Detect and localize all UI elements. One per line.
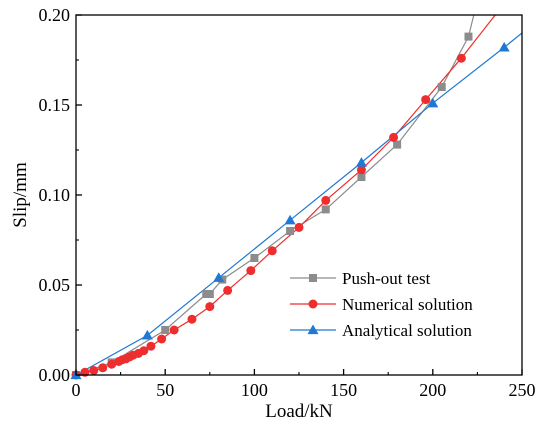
data-point-circle [246, 266, 256, 276]
data-point-circle [89, 366, 99, 375]
data-point-circle [98, 363, 108, 373]
data-point-circle [157, 334, 167, 344]
x-tick-label: 150 [330, 380, 357, 400]
data-point-circle [169, 325, 179, 335]
data-point-square [393, 140, 402, 149]
y-tick-label: 0.15 [39, 95, 71, 115]
legend-marker-triangle [307, 324, 319, 335]
legend-label: Numerical solution [342, 295, 473, 314]
data-point-triangle [355, 157, 367, 167]
data-point-circle [267, 246, 277, 256]
x-tick-label: 50 [156, 380, 174, 400]
legend-item: Push-out test [290, 269, 431, 288]
data-point-circle [139, 346, 149, 356]
series-line-2 [76, 32, 522, 375]
y-tick-label: 0.20 [39, 5, 71, 25]
data-point-circle [421, 95, 431, 105]
legend-label: Push-out test [342, 269, 431, 288]
data-point-square [161, 326, 170, 334]
data-point-circle [294, 222, 304, 232]
data-point-circle [389, 132, 399, 142]
data-point-circle [356, 165, 366, 175]
legend: Push-out test Numerical solution Analytica… [290, 269, 473, 340]
data-point-triangle [141, 329, 153, 340]
x-tick-label: 250 [509, 380, 536, 400]
data-point-circle [223, 285, 233, 295]
y-tick-label: 0.00 [39, 365, 71, 385]
series-markers [70, 32, 510, 380]
legend-item: Analytical solution [290, 321, 472, 340]
axis-ticks: 0 50 100 150 200 250 0.00 0.05 0.10 0.15 0.20 [39, 5, 536, 400]
data-point-triangle [213, 272, 225, 282]
y-axis-title: Slip/mm [10, 162, 31, 228]
data-point-circle [456, 53, 466, 63]
data-point-circle [187, 314, 197, 324]
data-point-square [321, 205, 330, 214]
data-point-square [357, 173, 366, 181]
x-tick-label: 200 [419, 380, 446, 400]
data-point-circle [146, 341, 156, 351]
legend-item: Numerical solution [290, 295, 473, 314]
series-line-0 [76, 15, 475, 375]
x-tick-label: 100 [241, 380, 268, 400]
x-axis-title: Load/kN [265, 401, 333, 422]
data-point-circle [107, 359, 117, 369]
data-point-square [437, 83, 446, 91]
legend-label: Analytical solution [342, 321, 472, 340]
data-point-circle [205, 302, 215, 312]
data-point-circle [321, 195, 331, 205]
data-point-triangle [427, 97, 439, 108]
data-point-square [250, 254, 259, 262]
legend-marker-circle [308, 299, 318, 309]
data-point-triangle [284, 214, 296, 225]
data-point-triangle [498, 41, 510, 52]
x-tick-label: 0 [72, 380, 81, 400]
y-tick-label: 0.10 [39, 185, 71, 205]
y-tick-label: 0.05 [39, 275, 71, 295]
data-point-square [464, 32, 473, 41]
data-point-square [205, 290, 214, 298]
data-point-square [286, 227, 295, 235]
legend-marker-square [309, 274, 317, 282]
